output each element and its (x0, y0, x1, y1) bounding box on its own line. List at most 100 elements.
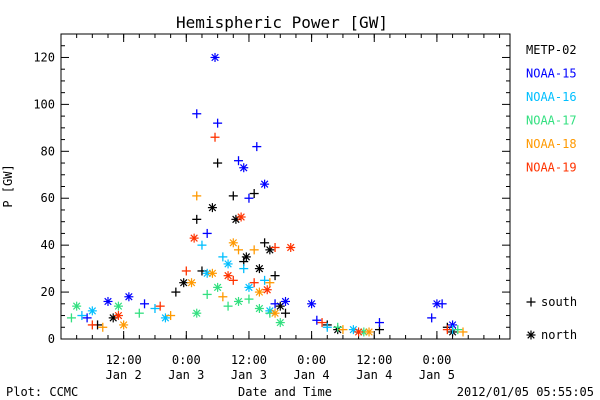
data-point-noaa-15-north (281, 296, 290, 306)
data-point-noaa-19-north (223, 271, 233, 281)
data-point-noaa-18-north (187, 278, 197, 288)
data-point-metp-02-north (179, 278, 189, 288)
x-tick-date-label: Jan 3 (231, 368, 267, 382)
x-tick-time-label: 0:00 (422, 353, 451, 367)
data-point-noaa-17-north (275, 318, 285, 328)
data-point-noaa-17-south (134, 308, 144, 318)
x-tick-time-label: 0:00 (172, 353, 201, 367)
data-point-noaa-18-south (234, 245, 244, 255)
data-point-noaa-16-south (322, 322, 332, 332)
data-point-noaa-16-south (239, 264, 249, 274)
data-point-noaa-18-south (166, 311, 176, 321)
data-point-noaa-18-north (207, 268, 217, 278)
data-point-noaa-15-south (202, 228, 212, 238)
data-point-noaa-17-south (223, 301, 233, 311)
data-point-noaa-18-south (265, 278, 275, 288)
x-tick-date-label: Jan 2 (106, 368, 142, 382)
data-point-metp-02-north (254, 264, 264, 274)
y-axis-label: P [GW] (1, 164, 15, 207)
data-point-noaa-16-south (218, 252, 228, 262)
data-point-noaa-17-south (244, 294, 254, 304)
data-point-noaa-17-south (66, 313, 76, 323)
data-point-noaa-17-north (113, 301, 123, 311)
data-point-noaa-15-north (210, 52, 220, 62)
data-point-noaa-18-south (249, 245, 259, 255)
data-point-noaa-19-south (228, 275, 238, 285)
data-point-noaa-16-south (260, 275, 270, 285)
x-tick-date-label: Jan 5 (419, 368, 455, 382)
marker-legend-north: north (541, 328, 577, 342)
data-point-noaa-16-south (197, 240, 207, 250)
data-point-noaa-17-south (453, 325, 463, 335)
data-point-noaa-19-south (442, 325, 452, 335)
data-point-noaa-15-north (260, 179, 270, 189)
data-point-noaa-19-north (113, 311, 123, 321)
data-point-noaa-16-north (244, 282, 254, 292)
data-point-noaa-16-south (150, 304, 160, 313)
plot-source: Plot: CCMC (6, 385, 78, 399)
y-tick-label: 20 (41, 285, 55, 299)
legend: METP-02 NOAA-15 NOAA-16 NOAA-17 NOAA-18 NOAA-… (526, 43, 577, 175)
legend-noaa-18: NOAA-18 (526, 137, 577, 151)
data-point-noaa-17-south (202, 289, 212, 299)
x-tick-time-label: 0:00 (297, 353, 326, 367)
data-point-metp-02-north (241, 252, 251, 262)
x-tick-date-label: Jan 4 (356, 368, 392, 382)
data-point-noaa-18-south (338, 325, 348, 335)
data-point-noaa-16-north (223, 259, 233, 269)
y-tick-label: 100 (33, 97, 55, 111)
data-point-noaa-15-south (192, 109, 202, 119)
data-point-noaa-15-north (124, 292, 134, 302)
data-point-noaa-15-south (244, 193, 254, 203)
data-point-noaa-19-north (262, 285, 272, 295)
data-point-noaa-17-north (254, 304, 264, 313)
data-point-noaa-15-north (239, 163, 249, 173)
data-point-noaa-19-south (317, 318, 327, 328)
data-point-noaa-19-south (181, 266, 191, 276)
data-point-noaa-19-south (210, 132, 220, 142)
x-tick-time-label: 12:00 (231, 353, 267, 367)
marker-legend-star-symbol (526, 330, 536, 340)
data-point-noaa-15-south (82, 313, 92, 323)
x-tick-date-label: Jan 4 (294, 368, 330, 382)
legend-metp-02: METP-02 (526, 43, 577, 57)
marker-legend-south: south (541, 295, 577, 309)
data-point-noaa-18-north (270, 308, 280, 318)
data-point-metp-02-south (270, 271, 280, 281)
data-point-noaa-15-south (427, 313, 437, 323)
data-point-noaa-15-north (307, 299, 317, 309)
data-point-noaa-15-south (312, 315, 322, 325)
data-point-metp-02-south (228, 191, 238, 201)
data-point-noaa-17-north (213, 282, 223, 292)
data-point-noaa-15-south (270, 299, 280, 309)
data-point-noaa-15-south (252, 142, 262, 152)
data-point-metp-02-south (171, 287, 181, 297)
data-point-noaa-16-north (160, 313, 170, 323)
y-tick-label: 60 (41, 191, 55, 205)
x-tick-time-label: 12:00 (356, 353, 392, 367)
data-point-noaa-18-south (458, 327, 468, 337)
data-point-noaa-17-north (234, 296, 244, 306)
data-point-metp-02-north (207, 203, 217, 213)
data-point-noaa-17-north (72, 301, 82, 311)
data-points (66, 52, 468, 337)
data-point-metp-02-south (260, 238, 270, 248)
data-point-noaa-19-south (87, 320, 97, 330)
data-point-noaa-18-north (228, 238, 238, 248)
x-axis-label: Date and Time (238, 385, 332, 399)
data-point-noaa-15-south (374, 318, 384, 328)
data-point-metp-02-south (213, 158, 223, 168)
data-point-metp-02-south (249, 189, 259, 199)
data-point-noaa-15-north (432, 299, 442, 309)
data-point-noaa-18-north (119, 320, 129, 330)
marker-legend: south north (526, 295, 577, 342)
data-point-noaa-15-north (103, 296, 113, 306)
data-point-noaa-19-south (155, 301, 165, 311)
y-axis: 0 20 40 60 80 100 120 (33, 33, 510, 346)
data-point-noaa-19-south (270, 243, 280, 252)
plot-timestamp: 2012/01/05 05:55:05 (457, 385, 594, 399)
y-tick-label: 40 (41, 238, 55, 252)
data-point-noaa-18-north (254, 287, 264, 297)
